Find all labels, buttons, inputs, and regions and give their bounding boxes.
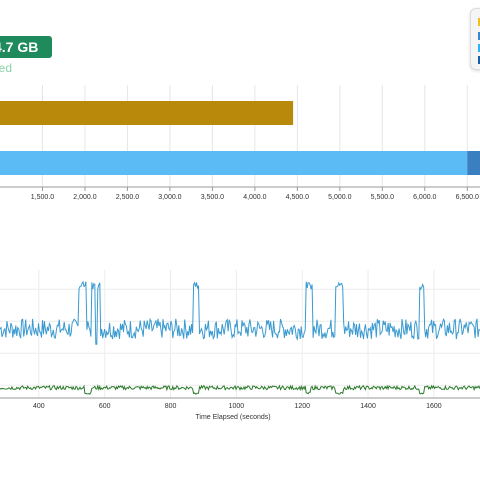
bar-segment	[467, 151, 480, 175]
bar-x-tick-label: 1,500.0	[31, 194, 54, 201]
bar-x-tick-label: 4,000.0	[243, 194, 266, 201]
bar-chart: 1,500.0 2,000.0 2,500.0 3,000.0 3,500.0 4,000…	[0, 85, 480, 201]
line-x-tick-label: 1600	[426, 403, 442, 410]
bar-x-tick-label: 3,000.0	[158, 194, 181, 201]
bar	[0, 151, 468, 175]
line-x-tick-label: 400	[33, 403, 45, 410]
line-x-tick-label: 1200	[294, 403, 310, 410]
bar-x-tick-label: 2,500.0	[116, 194, 139, 201]
data-size-badge: 4.7 GB	[0, 36, 52, 58]
line-x-tick-label: 600	[99, 403, 111, 410]
legend-swatch-3	[478, 44, 480, 52]
line-series	[0, 280, 480, 345]
legend-box[interactable]	[470, 8, 480, 70]
line-x-axis-title: Time Elapsed (seconds)	[195, 414, 270, 421]
bar-x-tick-label: 6,000.0	[413, 194, 436, 201]
line-chart: 400 600 800 1000 1200 1400 1600 Time Elapsed (s…	[0, 270, 480, 421]
bar-x-tick-label: 3,500.0	[201, 194, 224, 201]
line-series	[0, 384, 480, 395]
bar-x-tick-label: 2,000.0	[73, 194, 96, 201]
legend-swatch-4	[478, 56, 480, 64]
line-x-tick-label: 800	[165, 403, 177, 410]
bar-x-tick-label: 5,000.0	[328, 194, 351, 201]
legend-swatch-1	[478, 18, 480, 26]
bar-x-tick-label: 4,500.0	[286, 194, 309, 201]
legend-swatch-2	[478, 32, 480, 40]
bar-x-tick-label: 6,500.0	[456, 194, 479, 201]
bar	[0, 101, 294, 125]
line-x-tick-label: 1400	[360, 403, 376, 410]
line-x-tick-label: 1000	[229, 403, 245, 410]
saved-label: Saved	[0, 61, 13, 75]
bar-x-tick-label: 5,500.0	[371, 194, 394, 201]
